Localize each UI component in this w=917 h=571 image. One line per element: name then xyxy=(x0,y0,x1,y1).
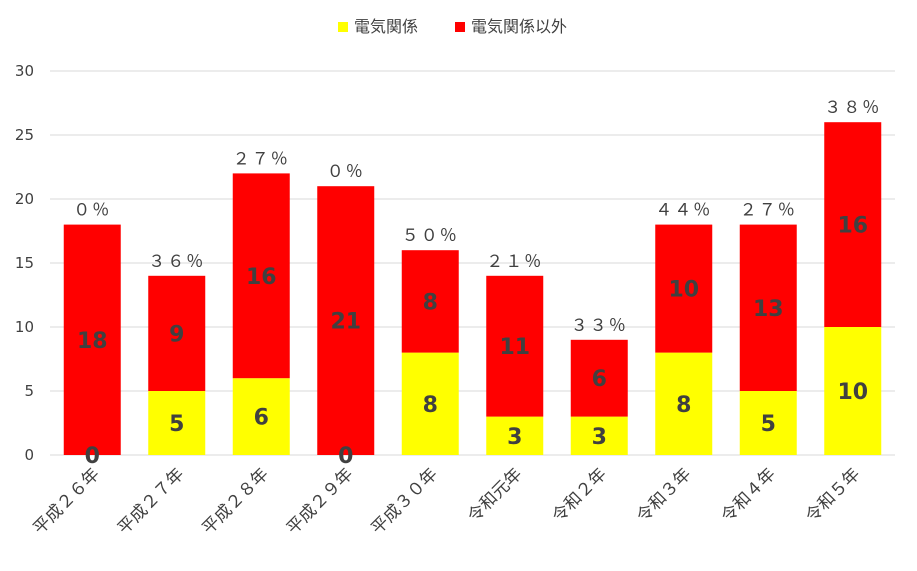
x-tick-label: 令和２年 xyxy=(549,464,611,526)
data-label-other: 9 xyxy=(169,322,184,347)
percentage-label: ２１％ xyxy=(486,252,543,272)
bar-segment-denki xyxy=(655,352,713,455)
data-label-denki: 3 xyxy=(507,425,522,450)
y-tick-label: 5 xyxy=(24,382,34,400)
x-tick-label: 令和５年 xyxy=(802,464,864,526)
legend-label-2: 電気関係以外 xyxy=(471,17,567,36)
bar-segment-denki xyxy=(824,327,882,455)
legend: 電気関係 電気関係以外 xyxy=(338,17,567,36)
data-label-denki: 0 xyxy=(85,444,100,469)
data-label-denki: 6 xyxy=(254,406,269,431)
bar-segment-other xyxy=(63,224,121,455)
bar-segment-denki xyxy=(232,378,290,455)
data-label-other: 10 xyxy=(668,278,699,303)
data-label-denki: 0 xyxy=(338,444,353,469)
bar-segment-other xyxy=(739,224,797,391)
bar-segment-other xyxy=(570,339,628,417)
y-tick-label: 20 xyxy=(15,190,34,208)
bar-segment-denki xyxy=(486,416,544,455)
data-label-denki: 10 xyxy=(837,380,868,405)
legend-swatch-1 xyxy=(338,22,348,32)
percentage-label: ０％ xyxy=(327,162,365,182)
x-axis: 平成２６年 平成２７年 平成２８年 平成２９年 平成３０年 令和元年 令和２年 令和３年 令和４… xyxy=(30,464,865,538)
y-tick-label: 25 xyxy=(15,126,34,144)
data-label-denki: 5 xyxy=(169,412,184,437)
data-label-other: 16 xyxy=(837,214,868,239)
bar-segment-denki xyxy=(401,352,459,455)
x-tick-label: 令和４年 xyxy=(718,464,780,526)
x-tick-label: 令和３年 xyxy=(633,464,695,526)
bar-segment-denki xyxy=(570,416,628,455)
bar-segment-other xyxy=(317,186,375,455)
legend-swatch-2 xyxy=(455,22,465,32)
percentage-label: ３３％ xyxy=(571,316,628,336)
legend-label-1: 電気関係 xyxy=(354,17,418,36)
x-tick-label: 令和元年 xyxy=(464,464,526,526)
data-label-other: 18 xyxy=(77,329,108,354)
data-label-other: 21 xyxy=(330,310,361,335)
data-label-other: 13 xyxy=(753,297,784,322)
data-label-denki: 8 xyxy=(423,393,438,418)
x-tick-label: 平成２８年 xyxy=(199,464,273,538)
y-axis: 0 5 10 15 20 25 30 xyxy=(15,62,34,464)
percentage-label: ０％ xyxy=(73,201,111,221)
data-label-other: 11 xyxy=(499,335,530,360)
y-tick-label: 30 xyxy=(15,62,34,80)
x-tick-label: 平成２６年 xyxy=(30,464,104,538)
y-tick-label: 10 xyxy=(15,318,34,336)
data-label-denki: 8 xyxy=(676,393,691,418)
bar-segment-other xyxy=(401,250,459,353)
x-tick-label: 平成３０年 xyxy=(368,464,442,538)
percentage-label: ２７％ xyxy=(233,149,290,169)
data-labels: 0 18 ０％ 5 9 ３６％ 6 16 ２７％ 0 21 ０％ 8 8 ５０％ 3 11 ２１％ 3 6 ３３％ 8 10… xyxy=(73,98,881,469)
bar-segment-other xyxy=(232,173,290,379)
x-tick-label: 平成２９年 xyxy=(283,464,357,538)
data-label-denki: 5 xyxy=(761,412,776,437)
percentage-label: ３８％ xyxy=(824,98,881,118)
y-tick-label: 15 xyxy=(15,254,34,272)
bar-segment-other xyxy=(824,122,882,327)
x-tick-label: 平成２７年 xyxy=(114,464,188,538)
bars xyxy=(63,122,882,455)
bar-segment-denki xyxy=(739,391,797,455)
percentage-label: ２７％ xyxy=(740,201,797,221)
bar-segment-other xyxy=(655,224,713,353)
y-tick-label: 0 xyxy=(24,446,34,464)
percentage-label: ５０％ xyxy=(402,226,459,246)
percentage-label: ３６％ xyxy=(148,252,205,272)
bar-segment-denki xyxy=(148,391,206,455)
data-label-other: 6 xyxy=(592,367,607,392)
data-label-other: 16 xyxy=(246,265,277,290)
data-label-other: 8 xyxy=(423,290,438,315)
data-label-denki: 3 xyxy=(592,425,607,450)
bar-segment-other xyxy=(148,275,206,391)
bar-segment-other xyxy=(486,275,544,417)
percentage-label: ４４％ xyxy=(655,201,712,221)
